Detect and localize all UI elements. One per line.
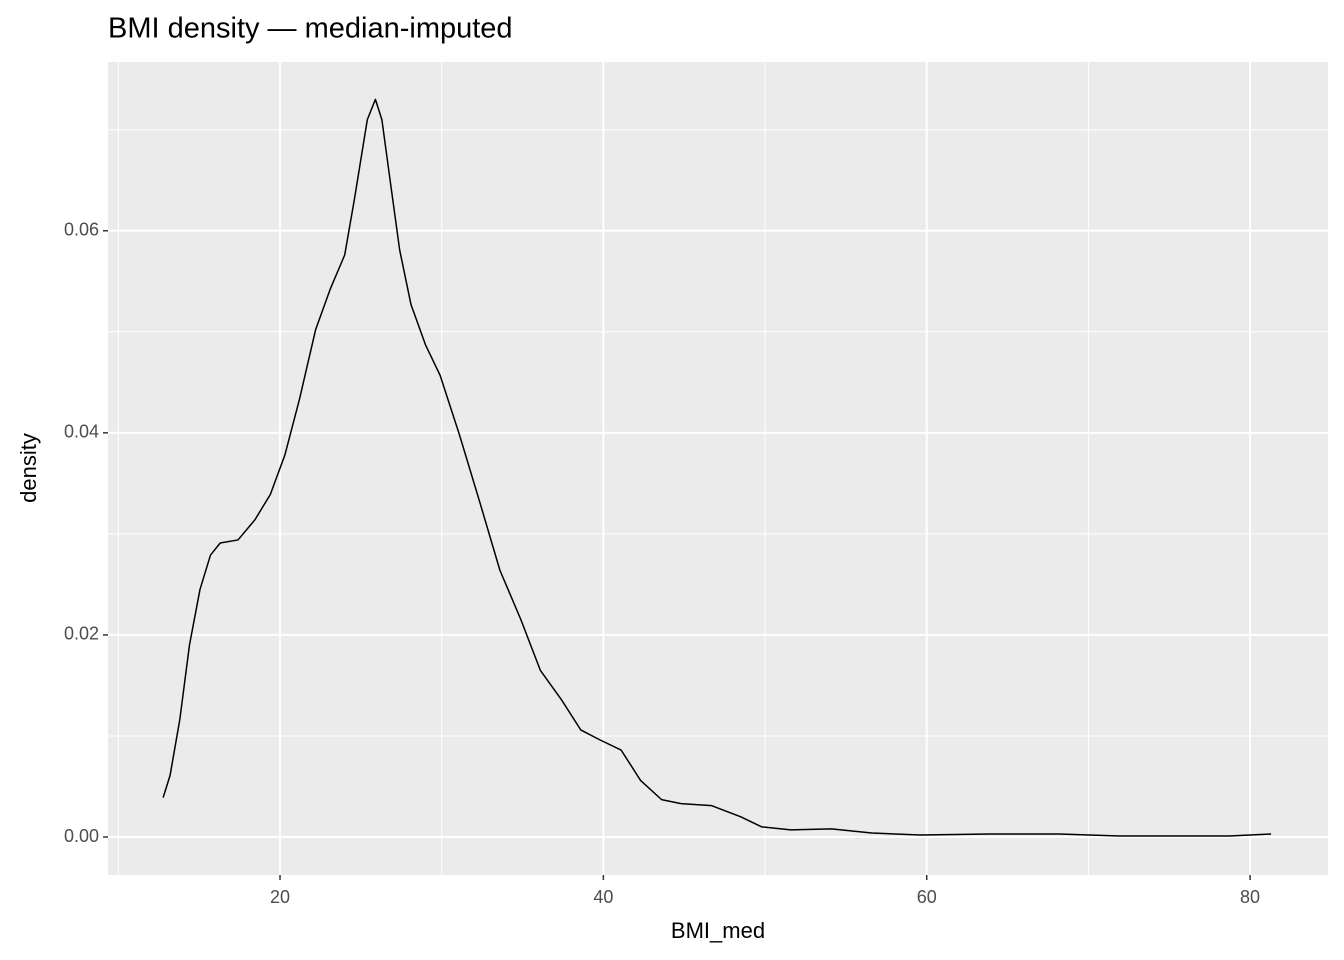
y-tick-label: 0.04 <box>64 422 99 442</box>
x-tick-label: 40 <box>593 887 613 907</box>
x-tick-label: 80 <box>1240 887 1260 907</box>
x-tick-label: 20 <box>270 887 290 907</box>
x-axis-title: BMI_med <box>671 918 765 943</box>
y-tick-label: 0.06 <box>64 219 99 239</box>
chart-title: BMI density — median-imputed <box>108 13 513 45</box>
y-axis-title: density <box>16 433 41 503</box>
y-tick-label: 0.00 <box>64 826 99 846</box>
x-tick-label: 60 <box>917 887 937 907</box>
density-line <box>162 98 1272 837</box>
panel <box>108 62 1328 875</box>
y-tick-label: 0.02 <box>64 624 99 644</box>
